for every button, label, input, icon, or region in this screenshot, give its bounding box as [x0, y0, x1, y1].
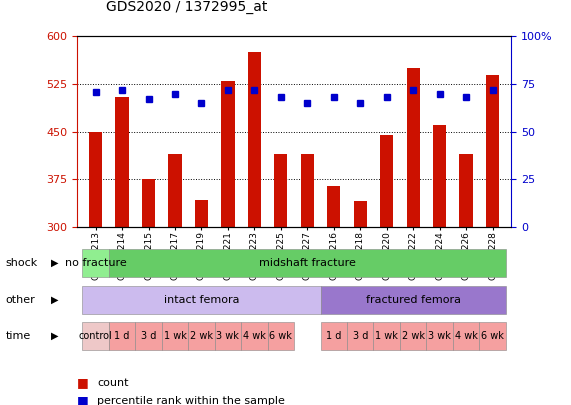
Text: ▶: ▶ [50, 295, 58, 305]
Bar [407, 68, 420, 227]
Text: 3 d: 3 d [141, 331, 156, 341]
Text: 2 wk: 2 wk [401, 331, 425, 341]
Text: ■: ■ [77, 394, 89, 405]
Text: ▶: ▶ [50, 331, 58, 341]
Bar [142, 179, 155, 227]
Text: 2 wk: 2 wk [190, 331, 213, 341]
Text: intact femora: intact femora [164, 295, 239, 305]
Text: 1 d: 1 d [326, 331, 341, 341]
Bar [380, 135, 393, 227]
Text: 4 wk: 4 wk [243, 331, 266, 341]
Text: 4 wk: 4 wk [455, 331, 477, 341]
Text: 1 wk: 1 wk [163, 331, 186, 341]
Text: 6 wk: 6 wk [481, 331, 504, 341]
Text: GDS2020 / 1372995_at: GDS2020 / 1372995_at [106, 0, 267, 14]
Text: ▶: ▶ [50, 258, 58, 268]
Bar [274, 154, 287, 227]
Text: no fracture: no fracture [65, 258, 127, 268]
Bar [89, 132, 102, 227]
Bar [327, 185, 340, 227]
Text: midshaft fracture: midshaft fracture [259, 258, 356, 268]
Text: 3 wk: 3 wk [428, 331, 451, 341]
Bar [195, 200, 208, 227]
Text: control: control [79, 331, 112, 341]
Text: 3 d: 3 d [352, 331, 368, 341]
Text: shock: shock [6, 258, 38, 268]
Bar [433, 125, 446, 227]
Text: ■: ■ [77, 376, 89, 389]
Text: count: count [97, 378, 128, 388]
Bar [486, 75, 499, 227]
Bar [460, 154, 473, 227]
Text: 6 wk: 6 wk [270, 331, 292, 341]
Text: time: time [6, 331, 31, 341]
Bar [222, 81, 235, 227]
Text: percentile rank within the sample: percentile rank within the sample [97, 396, 285, 405]
Text: other: other [6, 295, 35, 305]
Bar [168, 154, 182, 227]
Text: 1 wk: 1 wk [375, 331, 398, 341]
Bar [115, 97, 128, 227]
Bar [248, 52, 261, 227]
Text: 3 wk: 3 wk [216, 331, 239, 341]
Bar [301, 154, 314, 227]
Text: fractured femora: fractured femora [365, 295, 461, 305]
Bar [353, 201, 367, 227]
Text: 1 d: 1 d [114, 331, 130, 341]
